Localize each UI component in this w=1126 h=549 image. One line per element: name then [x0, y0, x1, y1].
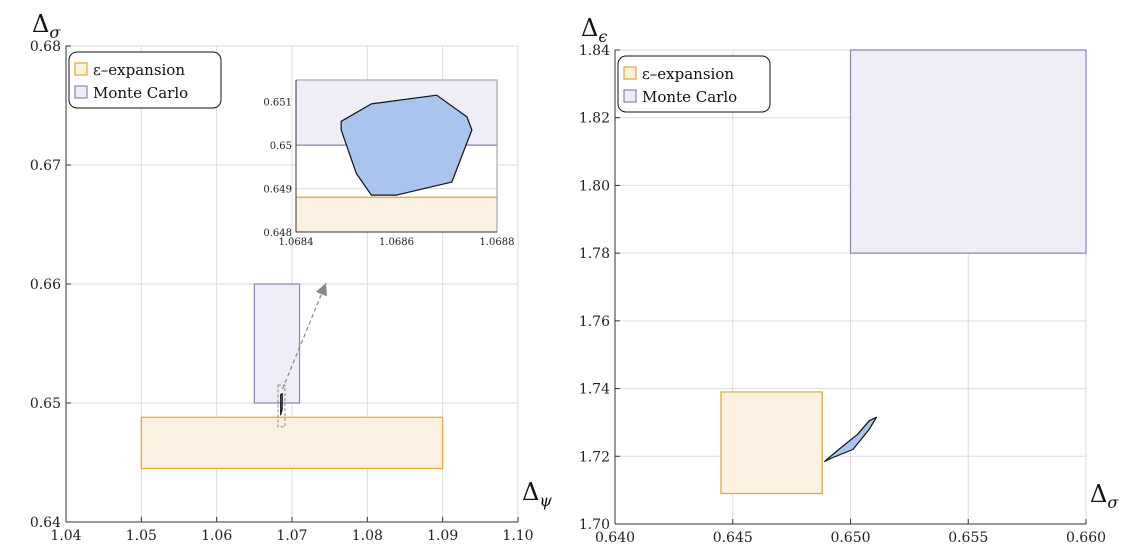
legend-swatch-eps [623, 66, 637, 80]
y-axis-label-main: Δ [32, 10, 49, 38]
y-tick-label: 1.82 [579, 111, 610, 127]
legend-entry: Monte Carlo [642, 88, 737, 106]
x-tick-label: 0.640 [595, 530, 635, 546]
y-tick-label: 1.76 [579, 314, 610, 330]
y-tick-label: 1.70 [579, 517, 610, 533]
inset-x-tick-label: 1.0686 [379, 237, 414, 248]
inset-y-tick-label: 0.649 [263, 185, 292, 196]
x-tick-label: 0.645 [713, 530, 753, 546]
legend-box [617, 55, 771, 113]
x-tick-label: 0.655 [948, 530, 988, 546]
y-tick-label: 1.84 [579, 43, 610, 59]
x-axis-label: Δψ [522, 478, 552, 510]
epsilon-expansion-region [720, 391, 823, 495]
legend-entry: ε–expansion [642, 65, 734, 83]
monte-carlo-region [253, 283, 301, 404]
inset-x-tick-label: 1.0688 [480, 237, 515, 248]
zoom-arrow-head [315, 283, 327, 297]
inset-eps-region [296, 197, 497, 232]
legend-swatch-mc [74, 85, 88, 99]
inset-y-tick-label: 0.65 [270, 141, 292, 152]
y-tick-label: 1.80 [579, 178, 610, 194]
bootstrap-island [823, 416, 878, 462]
zoom-arrow-line [281, 282, 327, 390]
y-tick-label: 0.68 [30, 39, 61, 55]
y-axis-label-main: Δ [581, 14, 598, 42]
x-axis-label-main: Δ [522, 478, 539, 506]
right-chart: 0.640 0.645 0.650 0.655 0.660 1.70 1.72 1.74 1.7… [579, 14, 1120, 546]
x-axis-label-sub: σ [1107, 493, 1119, 512]
y-tick-label: 1.72 [579, 449, 610, 465]
x-axis-label-sub: ψ [539, 491, 552, 510]
y-axis-label-sub: ϵ [598, 27, 607, 46]
inset-x-tick-label: 1.0684 [279, 237, 314, 248]
x-tick-label: 1.09 [427, 528, 458, 544]
inset-bootstrap-island [340, 94, 473, 196]
legend-entry: ε–expansion [93, 61, 185, 79]
x-tick-label: 1.10 [502, 528, 533, 544]
left-chart: 1.04 1.05 1.06 1.07 1.08 1.09 1.10 0.64 0.65 0.66… [30, 10, 553, 544]
y-axis-label: Δϵ [581, 14, 607, 46]
y-tick-label: 0.64 [30, 515, 61, 531]
y-tick-label: 0.66 [30, 277, 61, 293]
x-tick-label: 1.04 [50, 528, 81, 544]
inset-y-tick-label: 0.651 [263, 98, 292, 109]
x-tick-label: 1.06 [201, 528, 232, 544]
bootstrap-island [280, 392, 283, 416]
zoom-region-marker [277, 384, 286, 428]
monte-carlo-region [849, 49, 1087, 254]
x-tick-label: 1.08 [352, 528, 383, 544]
y-tick-label: 0.65 [30, 396, 61, 412]
epsilon-expansion-region [140, 416, 444, 470]
y-tick-label: 1.74 [579, 382, 610, 398]
x-tick-label: 0.660 [1066, 530, 1106, 546]
y-tick-label: 0.67 [30, 158, 61, 174]
legend-swatch-mc [623, 89, 637, 103]
y-axis-label-sub: σ [49, 23, 61, 42]
y-tick-label: 1.78 [579, 246, 610, 262]
x-axis-label: Δσ [1090, 480, 1119, 512]
legend-entry: Monte Carlo [93, 84, 188, 102]
legend-box [68, 51, 222, 109]
legend-swatch-eps [74, 62, 88, 76]
zoom-inset: 1.0684 1.0686 1.0688 0.648 0.649 0.65 0.651 [263, 79, 515, 248]
x-tick-label: 0.650 [830, 530, 870, 546]
x-tick-label: 1.07 [276, 528, 307, 544]
y-axis-label: Δσ [32, 10, 61, 42]
x-tick-label: 1.05 [126, 528, 157, 544]
inset-y-tick-label: 0.648 [263, 228, 292, 239]
x-axis-label-main: Δ [1090, 480, 1107, 508]
